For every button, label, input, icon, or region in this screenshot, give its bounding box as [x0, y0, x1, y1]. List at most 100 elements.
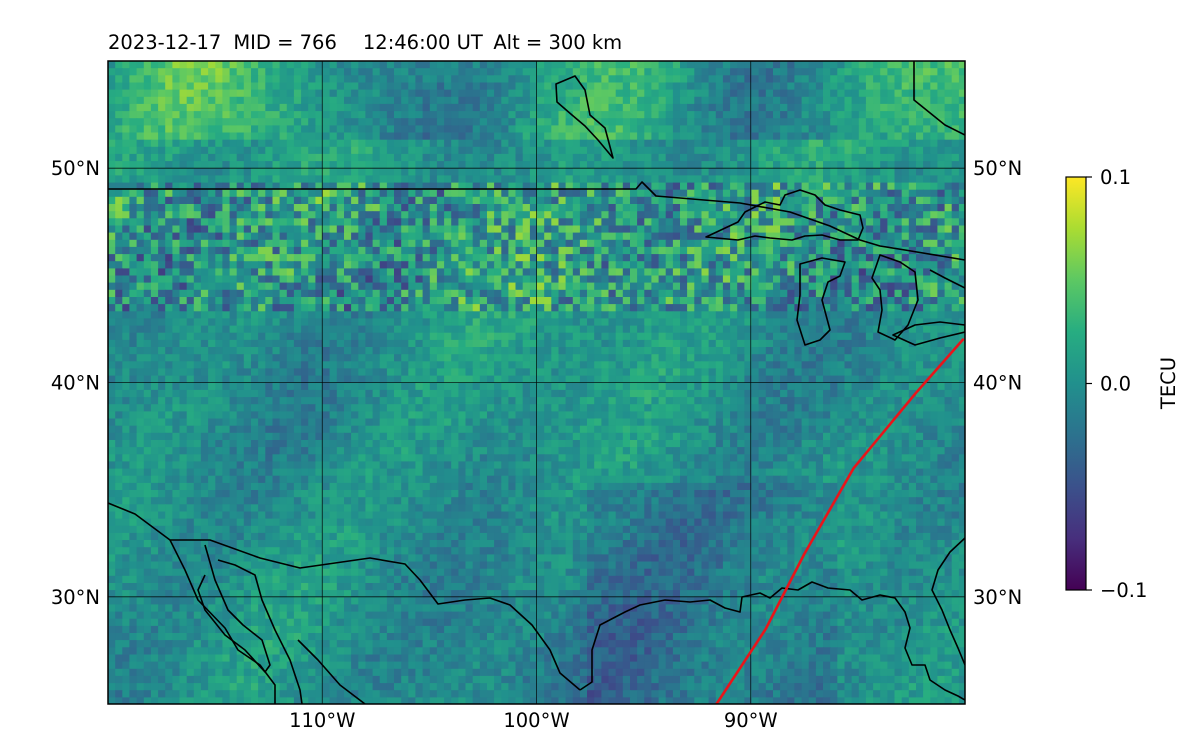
- heatmap-cell: [115, 254, 123, 262]
- heatmap-cell: [258, 339, 266, 348]
- heatmap-cell: [429, 218, 438, 227]
- heatmap-cell: [136, 318, 145, 327]
- heatmap-cell: [444, 82, 452, 91]
- heatmap-cell: [780, 261, 788, 269]
- heatmap-cell: [394, 261, 402, 269]
- heatmap-cell: [272, 125, 281, 134]
- heatmap-cell: [472, 339, 481, 348]
- heatmap-cell: [780, 254, 788, 262]
- heatmap-cell: [501, 161, 510, 169]
- heatmap-cell: [115, 339, 123, 348]
- heatmap-cell: [422, 311, 431, 320]
- heatmap-cell: [622, 311, 631, 320]
- heatmap-cell: [193, 254, 202, 262]
- heatmap-cell: [458, 132, 467, 141]
- heatmap-cell: [930, 89, 939, 98]
- heatmap-cell: [243, 318, 252, 327]
- heatmap-cell: [329, 68, 338, 76]
- heatmap-cell: [529, 196, 538, 205]
- heatmap-cell: [401, 268, 409, 277]
- heatmap-cell: [672, 218, 681, 227]
- heatmap-cell: [236, 254, 245, 262]
- heatmap-cell: [358, 75, 367, 84]
- heatmap-cell: [208, 175, 216, 184]
- heatmap-cell: [444, 182, 452, 191]
- heatmap-cell: [308, 89, 316, 98]
- heatmap-cell: [329, 168, 338, 177]
- heatmap-cell: [665, 132, 674, 141]
- heatmap-cell: [279, 325, 288, 334]
- heatmap-cell: [200, 246, 209, 255]
- heatmap-cell: [501, 339, 510, 348]
- heatmap-cell: [172, 239, 181, 248]
- heatmap-cell: [744, 182, 753, 191]
- heatmap-cell: [837, 254, 846, 262]
- heatmap-cell: [143, 146, 152, 155]
- heatmap-cell: [722, 146, 731, 155]
- heatmap-cell: [808, 161, 817, 169]
- heatmap-cell: [122, 139, 131, 148]
- heatmap-cell: [279, 275, 288, 284]
- heatmap-cell: [773, 61, 781, 69]
- heatmap-cell: [165, 132, 173, 141]
- heatmap-cell: [115, 347, 123, 355]
- heatmap-cell: [408, 118, 417, 126]
- heatmap-cell: [315, 354, 324, 362]
- heatmap-cell: [758, 218, 767, 227]
- heatmap-cell: [687, 96, 695, 105]
- heatmap-cell: [758, 275, 767, 284]
- heatmap-cell: [508, 96, 517, 105]
- heatmap-cell: [780, 139, 788, 148]
- heatmap-cell: [458, 96, 467, 105]
- heatmap-cell: [308, 304, 316, 312]
- heatmap-cell: [200, 347, 209, 355]
- heatmap-cell: [458, 61, 467, 69]
- heatmap-cell: [251, 89, 259, 98]
- heatmap-cell: [844, 232, 853, 241]
- heatmap-cell: [129, 68, 138, 76]
- heatmap-cell: [937, 89, 946, 98]
- heatmap-cell: [415, 89, 424, 98]
- heatmap-cell: [129, 82, 138, 91]
- heatmap-cell: [301, 111, 309, 119]
- heatmap-cell: [386, 132, 395, 141]
- heatmap-cell: [537, 225, 545, 234]
- heatmap-cell: [865, 189, 874, 198]
- heatmap-cell: [136, 103, 145, 112]
- heatmap-cell: [823, 332, 831, 341]
- heatmap-cell: [658, 196, 667, 205]
- heatmap-cell: [823, 89, 831, 98]
- heatmap-cell: [408, 89, 417, 98]
- heatmap-cell: [715, 304, 724, 312]
- heatmap-cell: [215, 132, 224, 141]
- heatmap-cell: [744, 204, 753, 212]
- heatmap-cell: [279, 218, 288, 227]
- heatmap-cell: [265, 268, 274, 277]
- heatmap-cell: [544, 254, 552, 262]
- heatmap-cell: [944, 189, 953, 198]
- heatmap-cell: [680, 318, 688, 327]
- heatmap-cell: [394, 196, 402, 205]
- heatmap-cell: [136, 332, 145, 341]
- heatmap-cell: [801, 75, 810, 84]
- heatmap-cell: [193, 311, 202, 320]
- heatmap-cell: [651, 103, 660, 112]
- heatmap-cell: [322, 204, 331, 212]
- heatmap-cell: [158, 153, 166, 162]
- heatmap-cell: [815, 68, 824, 76]
- heatmap-cell: [222, 225, 231, 234]
- heatmap-cell: [630, 254, 638, 262]
- heatmap-cell: [701, 175, 710, 184]
- heatmap-cell: [472, 139, 481, 148]
- heatmap-cell: [293, 204, 302, 212]
- heatmap-cell: [444, 318, 452, 327]
- heatmap-cell: [923, 103, 931, 112]
- heatmap-cell: [901, 75, 910, 84]
- heatmap-cell: [193, 175, 202, 184]
- heatmap-cell: [930, 282, 939, 291]
- heatmap-cell: [258, 175, 266, 184]
- heatmap-cell: [165, 261, 173, 269]
- heatmap-cell: [522, 103, 531, 112]
- heatmap-cell: [858, 275, 867, 284]
- heatmap-cell: [222, 175, 231, 184]
